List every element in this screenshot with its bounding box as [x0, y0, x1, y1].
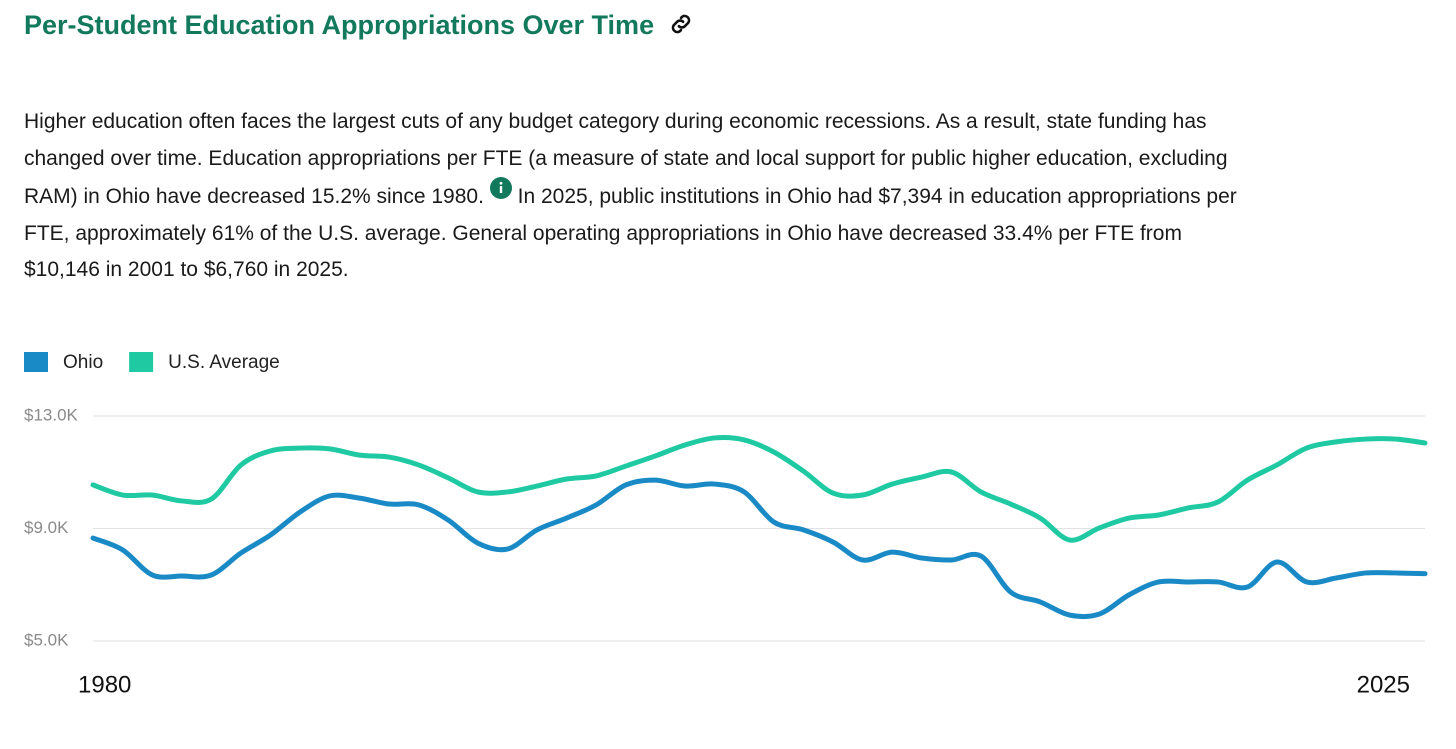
legend-swatch — [129, 352, 154, 372]
link-icon[interactable] — [668, 11, 694, 37]
description: Higher education often faces the largest… — [24, 104, 1237, 289]
y-tick-label: $13.0K — [24, 405, 79, 424]
y-tick-label: $5.0K — [24, 630, 69, 649]
desc-line: FTE, approximately 61% of the U.S. avera… — [24, 221, 1182, 245]
desc-line: Higher education often faces the largest… — [24, 110, 1207, 133]
info-icon[interactable] — [489, 177, 512, 199]
series-line — [90, 477, 1428, 620]
desc-text: In 2025, public institutions in Ohio had… — [517, 185, 1237, 208]
y-tick-label: $9.0K — [24, 518, 69, 537]
x-tick-label: 2025 — [1357, 671, 1410, 698]
legend-label: U.S. Average — [168, 352, 280, 373]
x-tick-label: 1980 — [78, 671, 131, 698]
legend-swatch — [24, 352, 48, 372]
desc-text: RAM) in Ohio have decreased 15.2% since … — [24, 185, 484, 208]
section-title: Per-Student Education Appropriations Ove… — [24, 10, 694, 41]
title-text: Per-Student Education Appropriations Ove… — [24, 10, 655, 40]
legend-label: Ohio — [63, 352, 103, 373]
series-line — [90, 435, 1428, 543]
desc-line: RAM) in Ohio have decreased 15.2% since … — [24, 177, 1237, 216]
desc-line: changed over time. Education appropriati… — [24, 146, 1228, 170]
desc-line: $10,146 in 2001 to $6,760 in 2025. — [24, 258, 349, 281]
